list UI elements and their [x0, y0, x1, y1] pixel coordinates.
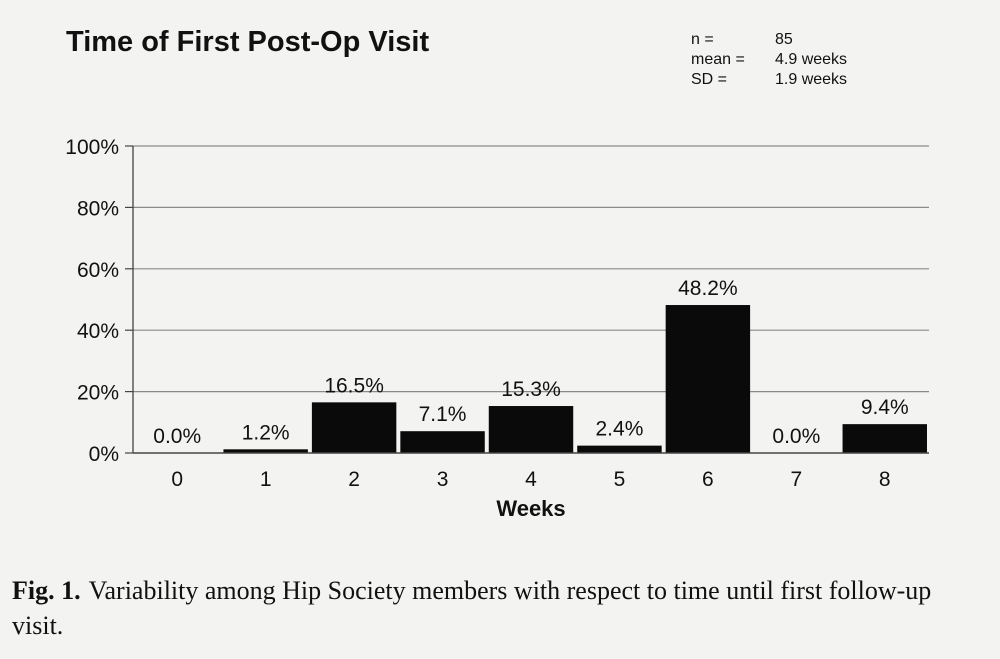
- x-tick-label: 3: [437, 468, 449, 491]
- bar-week-3: [400, 431, 485, 453]
- bar-layer: [223, 305, 927, 453]
- data-label: 16.5%: [324, 374, 384, 397]
- data-label: 48.2%: [678, 277, 738, 300]
- y-tick-label: 80%: [77, 197, 119, 220]
- stat-label: SD =: [691, 71, 728, 88]
- data-label: 7.1%: [419, 403, 467, 426]
- stat-row-sd: SD = 1.9 weeks: [691, 70, 847, 90]
- bar-week-4: [488, 406, 574, 453]
- bar-week-6: [665, 305, 751, 453]
- stat-row-mean: mean = 4.9 weeks: [691, 50, 847, 70]
- stat-value: 4.9 weeks: [775, 51, 848, 68]
- stat-value: 1.9 weeks: [775, 71, 848, 88]
- caption-label: Fig. 1.: [12, 576, 81, 605]
- x-tick-label: 6: [702, 468, 714, 491]
- grid-layer: [133, 145, 929, 393]
- stat-label: n =: [691, 31, 714, 48]
- y-tick-label: 40%: [77, 320, 119, 343]
- data-label: 0.0%: [153, 425, 201, 448]
- label-layer: 0% 20% 40% 60% 80% 100% 0.0% 0 1.2% 1 16.5% 2 7.1% 3 1…: [65, 136, 908, 491]
- figure-caption: Fig. 1. Variability among Hip Society mem…: [12, 573, 987, 643]
- x-tick-label: 5: [614, 468, 626, 491]
- y-tick-label: 0%: [89, 443, 119, 466]
- x-tick-label: 4: [525, 468, 537, 491]
- y-tick-label: 20%: [77, 382, 119, 405]
- data-label: 15.3%: [501, 378, 561, 401]
- x-tick-label: 0: [171, 468, 183, 491]
- x-tick-label: 1: [260, 468, 272, 491]
- stat-value: 85: [775, 31, 793, 48]
- bar-week-8: [842, 424, 927, 453]
- data-label: 0.0%: [772, 425, 820, 448]
- stat-row-n: n = 85: [691, 30, 847, 50]
- data-label: 1.2%: [242, 421, 290, 444]
- y-tick-label: 60%: [77, 259, 119, 282]
- y-tick-label: 100%: [65, 136, 119, 159]
- data-label: 2.4%: [596, 418, 644, 441]
- chart-title: Time of First Post-Op Visit: [66, 26, 430, 58]
- x-tick-label: 2: [348, 468, 360, 491]
- bar-week-1: [223, 449, 308, 453]
- bar-week-5: [577, 445, 662, 453]
- stats-box: n = 85 mean = 4.9 weeks SD = 1.9 weeks: [691, 30, 847, 90]
- bar-chart: 0% 20% 40% 60% 80% 100% 0.0% 0 1.2% 1 16.5% 2 7.1% 3 1…: [65, 136, 929, 521]
- data-label: 9.4%: [861, 396, 909, 419]
- x-tick-label: 7: [790, 468, 802, 491]
- x-axis-title: Weeks: [496, 496, 565, 521]
- caption-text: Variability among Hip Society members wi…: [12, 576, 932, 640]
- axis-layer: [125, 145, 929, 454]
- x-tick-label: 8: [879, 468, 891, 491]
- stat-label: mean =: [691, 51, 745, 68]
- bar-week-2: [311, 402, 397, 453]
